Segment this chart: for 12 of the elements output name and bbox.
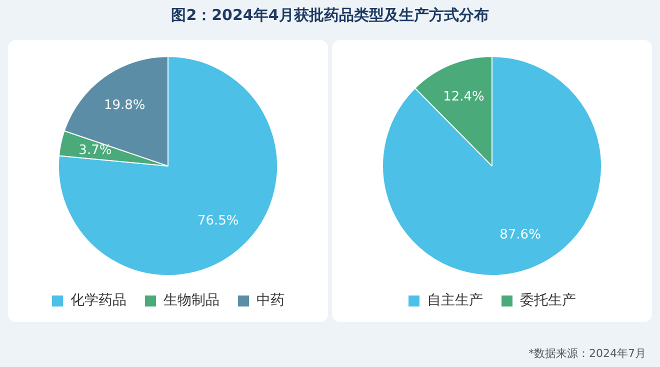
legend-label: 自主生产 [427,292,483,309]
data-label: 87.6% [500,227,541,242]
legend-label: 中药 [256,292,284,309]
data-label: 12.4% [443,89,484,104]
legend-label: 生物制品 [164,292,220,309]
legend-label: 化学药品 [70,292,126,309]
data-label: 76.5% [197,213,239,228]
legend-label: 委托生产 [520,292,576,309]
data-label: 19.8% [104,98,146,113]
text: 图2：2024年4月获批药品类型及生产方式分布 [170,6,490,25]
data-label: 3.7% [78,142,112,158]
text: *数据来源：2024年7月 [528,346,646,361]
